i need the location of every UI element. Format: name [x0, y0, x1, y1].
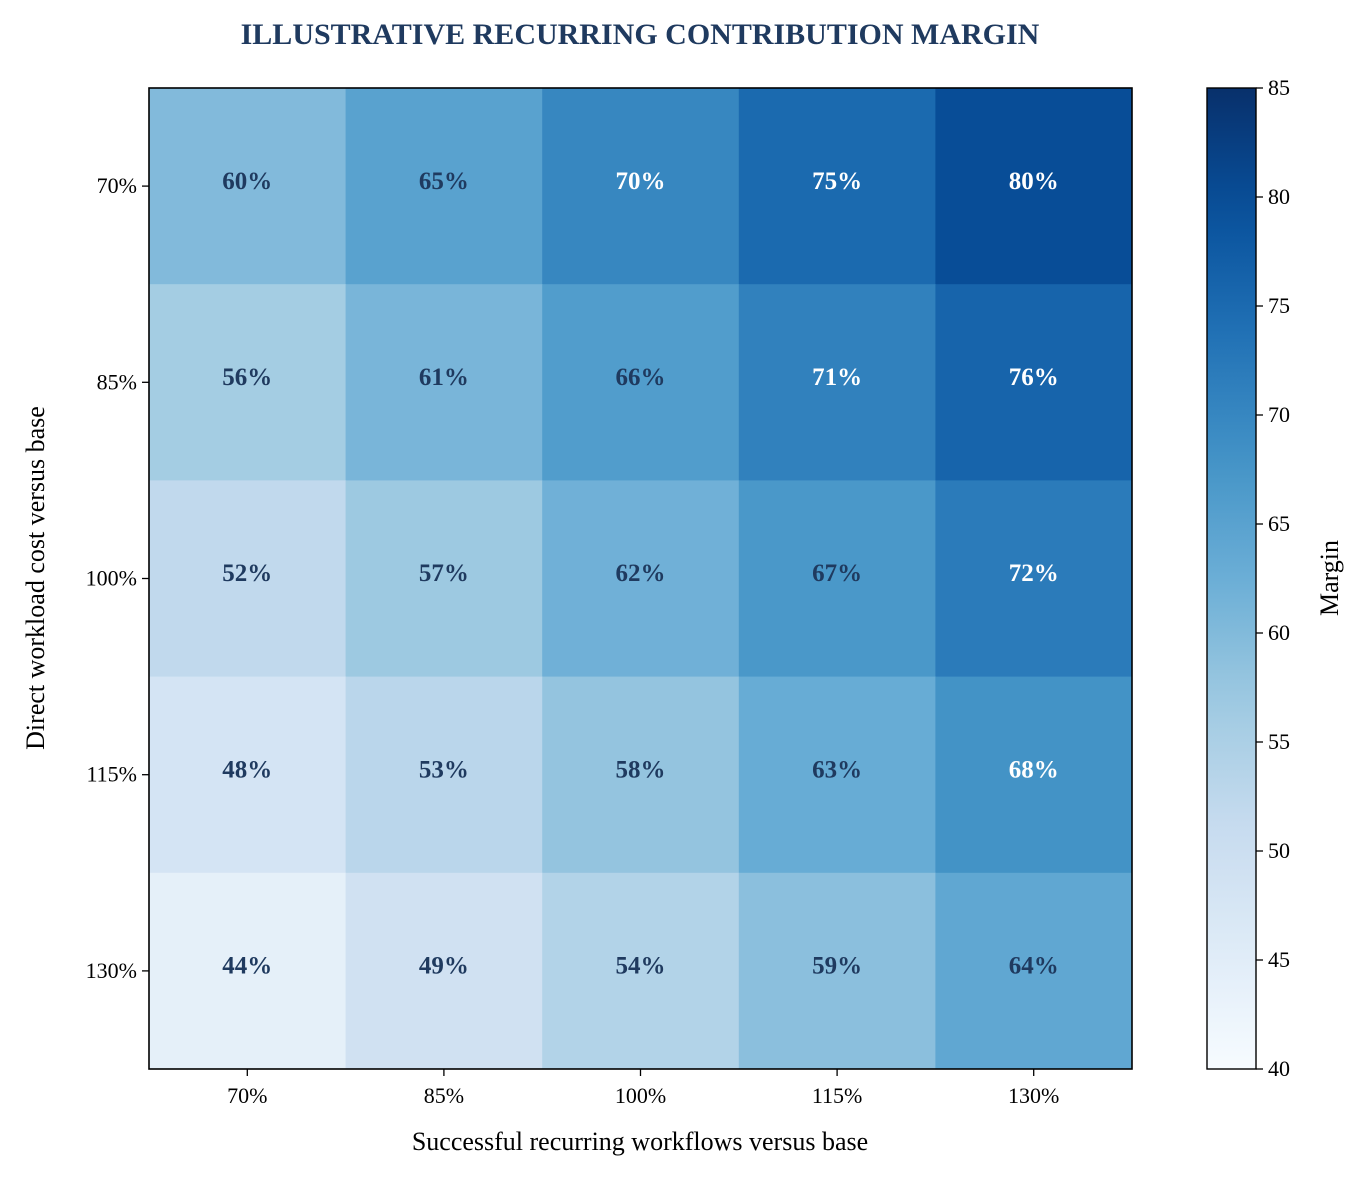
- cell-value-label: 44%: [222, 953, 272, 980]
- heatmap-cell: [738, 88, 936, 285]
- colorbar-tick-label: 60: [1268, 620, 1290, 645]
- heatmap-cells: [149, 88, 1133, 1070]
- heatmap-cell: [542, 88, 740, 285]
- cell-value-label: 57%: [419, 560, 469, 587]
- y-axis-label: Direct workload cost versus base: [21, 406, 50, 750]
- colorbar-tick-label: 70: [1268, 402, 1290, 427]
- y-tick-label: 130%: [86, 958, 137, 983]
- y-tick-label: 85%: [97, 369, 137, 394]
- y-tick-label: 100%: [86, 566, 137, 591]
- colorbar-tick-label: 40: [1268, 1056, 1290, 1081]
- cell-value-label: 63%: [812, 756, 862, 783]
- heatmap-cell: [345, 676, 543, 874]
- x-tick-label: 70%: [227, 1083, 267, 1108]
- y-axis: 70% 85% 100% 115% 130%: [86, 173, 149, 983]
- cell-value-label: 71%: [812, 364, 862, 391]
- y-tick-label: 115%: [86, 762, 137, 787]
- heatmap-cell: [149, 480, 347, 678]
- heatmap-cell: [149, 676, 347, 874]
- x-axis-label: Successful recurring workflows versus ba…: [412, 1127, 868, 1156]
- colorbar-tick-label: 85: [1268, 75, 1290, 100]
- heatmap-cell: [542, 284, 740, 481]
- colorbar-tick-label: 45: [1268, 947, 1290, 972]
- cell-value-label: 60%: [222, 168, 272, 195]
- heatmap-cell: [738, 676, 936, 874]
- colorbar-label: Margin: [1315, 540, 1344, 616]
- colorbar-ticks: 40 45 50 55 60 65 70 75 80 85: [1256, 75, 1290, 1081]
- heatmap-cell: [542, 676, 740, 874]
- heatmap-cell: [345, 284, 543, 481]
- heatmap-cell: [935, 872, 1133, 1070]
- cell-value-label: 64%: [1009, 953, 1059, 980]
- colorbar-tick-label: 75: [1268, 293, 1290, 318]
- cell-value-label: 67%: [812, 560, 862, 587]
- x-tick-label: 115%: [812, 1083, 863, 1108]
- heatmap-cell: [935, 88, 1133, 285]
- cell-value-label: 54%: [616, 953, 666, 980]
- cell-value-label: 62%: [616, 560, 666, 587]
- heatmap-cell: [345, 480, 543, 678]
- heatmap-cell: [738, 480, 936, 678]
- cell-value-label: 49%: [419, 953, 469, 980]
- heatmap-cell: [738, 284, 936, 481]
- x-tick-label: 100%: [615, 1083, 666, 1108]
- cell-value-label: 65%: [419, 168, 469, 195]
- x-tick-label: 130%: [1008, 1083, 1059, 1108]
- cell-value-label: 59%: [812, 953, 862, 980]
- cell-value-label: 53%: [419, 756, 469, 783]
- cell-value-label: 56%: [222, 364, 272, 391]
- cell-value-label: 66%: [616, 364, 666, 391]
- heatmap-cell: [738, 872, 936, 1070]
- cell-value-label: 48%: [222, 756, 272, 783]
- cell-value-label: 72%: [1009, 560, 1059, 587]
- colorbar-tick-label: 80: [1268, 184, 1290, 209]
- colorbar-tick-label: 55: [1268, 729, 1290, 754]
- heatmap-cell-labels: 60% 65% 70% 75% 80% 56% 61% 66% 71% 76% 52% 57% 62% 6…: [222, 168, 1058, 980]
- cell-value-label: 58%: [616, 756, 666, 783]
- heatmap-cell: [935, 676, 1133, 874]
- cell-value-label: 52%: [222, 560, 272, 587]
- y-tick-label: 70%: [97, 173, 137, 198]
- heatmap-cell: [149, 284, 347, 481]
- heatmap-cell: [345, 872, 543, 1070]
- cell-value-label: 76%: [1009, 364, 1059, 391]
- cell-value-label: 68%: [1009, 756, 1059, 783]
- heatmap-cell: [149, 872, 347, 1070]
- heatmap-cell: [345, 88, 543, 285]
- colorbar-tick-label: 50: [1268, 838, 1290, 863]
- colorbar-tick-label: 65: [1268, 511, 1290, 536]
- heatmap-cell: [542, 872, 740, 1070]
- heatmap-cell: [542, 480, 740, 678]
- cell-value-label: 70%: [616, 168, 666, 195]
- chart-title: ILLUSTRATIVE RECURRING CONTRIBUTION MARG…: [241, 18, 1040, 51]
- x-tick-label: 85%: [424, 1083, 464, 1108]
- heatmap-cell: [935, 284, 1133, 481]
- cell-value-label: 75%: [812, 168, 862, 195]
- cell-value-label: 61%: [419, 364, 469, 391]
- heatmap-cell: [149, 88, 347, 285]
- cell-value-label: 80%: [1009, 168, 1059, 195]
- heatmap-cell: [935, 480, 1133, 678]
- colorbar: [1206, 87, 1257, 1070]
- x-axis: 70% 85% 100% 115% 130%: [227, 1069, 1059, 1108]
